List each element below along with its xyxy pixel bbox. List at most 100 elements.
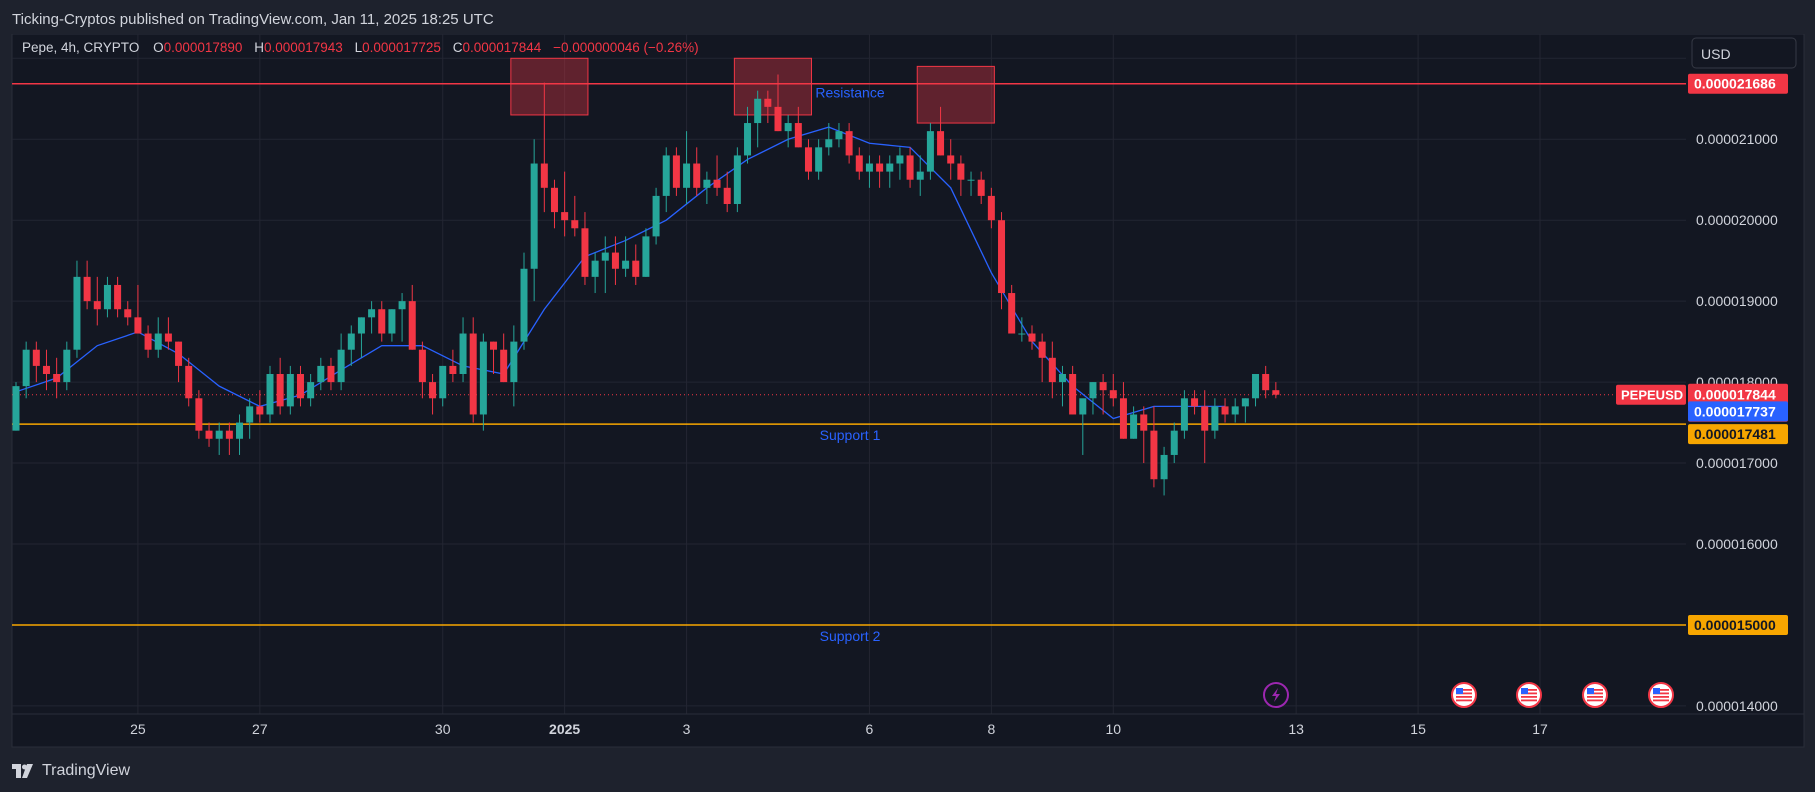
- candle: [1201, 390, 1209, 464]
- candle: [1119, 382, 1127, 439]
- candle: [1008, 284, 1016, 334]
- candle-body: [1150, 430, 1158, 480]
- candle-body: [368, 309, 376, 318]
- candle-body: [906, 155, 914, 180]
- time-tick-label: 27: [252, 721, 268, 737]
- candle-body: [957, 163, 965, 180]
- candle-body: [987, 195, 995, 221]
- support1-price-badge-bg: [1688, 424, 1788, 445]
- candle-body: [713, 179, 721, 188]
- candle-body: [1221, 406, 1229, 415]
- time-axis[interactable]: 25 27 30 2025 3 6 8 10 13 15 17: [12, 713, 1804, 737]
- candle: [22, 341, 30, 399]
- candle: [388, 309, 396, 342]
- legend-h-value: 0.000017943: [264, 40, 343, 55]
- candle-body: [398, 301, 406, 310]
- events[interactable]: [1263, 682, 1674, 708]
- legend-o-value: 0.000017890: [164, 40, 243, 55]
- us-flag-event-icon[interactable]: [1451, 682, 1477, 708]
- lightning-event-icon[interactable]: [1263, 682, 1289, 708]
- candle-body: [855, 155, 863, 172]
- candle-body: [794, 123, 802, 148]
- candle: [713, 155, 721, 196]
- candle: [540, 82, 548, 213]
- support1-price-badge[interactable]: 0.000017481: [1688, 424, 1788, 445]
- candle-body: [469, 333, 477, 415]
- candle: [825, 123, 833, 156]
- tradingview-logo[interactable]: TradingView: [12, 762, 130, 780]
- chart[interactable]: Resistance Support 1 Support 2 0.000014000…: [0, 34, 1815, 752]
- price-tick-label: 0.000017000: [1696, 455, 1778, 471]
- candle: [1079, 398, 1087, 455]
- candle-body: [388, 309, 396, 334]
- ma-price-badge[interactable]: 0.000017737: [1688, 401, 1788, 422]
- candle-body: [550, 187, 558, 213]
- currency-button[interactable]: USD: [1691, 37, 1797, 69]
- candle: [947, 139, 955, 180]
- time-tick-label: 6: [866, 721, 874, 737]
- price-tick-label: 0.000016000: [1696, 536, 1778, 552]
- candle: [571, 195, 579, 237]
- candle-body: [185, 365, 193, 399]
- candle: [652, 187, 660, 245]
- candle: [987, 187, 995, 229]
- candles: [12, 74, 1280, 496]
- currency-label: USD: [1701, 46, 1731, 62]
- candle: [266, 365, 274, 423]
- candle-body: [744, 123, 752, 156]
- candle-body: [12, 386, 20, 431]
- candle: [794, 106, 802, 148]
- candle-body: [1028, 333, 1036, 342]
- candle-body: [1180, 398, 1188, 431]
- support2-price-badge[interactable]: 0.000015000: [1688, 614, 1788, 635]
- us-flag-event-icon[interactable]: [1516, 682, 1542, 708]
- time-tick-label: 8: [987, 721, 995, 737]
- price-axis[interactable]: 0.000014000 0.000015000 0.000016000 0.00001…: [1616, 50, 1788, 714]
- candle: [754, 90, 762, 148]
- candle-body: [591, 260, 599, 277]
- resistance-price-badge-bg: [1688, 73, 1788, 94]
- candle-body: [865, 163, 873, 172]
- candle: [1028, 325, 1036, 350]
- candle: [1180, 390, 1188, 439]
- candle-body: [561, 212, 569, 221]
- candle: [175, 341, 183, 383]
- candle-body: [1211, 406, 1219, 431]
- candle-body: [998, 220, 1006, 294]
- candle: [93, 276, 101, 326]
- candle: [662, 147, 670, 213]
- candle: [286, 365, 294, 415]
- candle: [510, 325, 518, 407]
- candle-body: [307, 382, 315, 399]
- candle-body: [947, 155, 955, 164]
- levels: Resistance Support 1 Support 2: [12, 82, 1686, 644]
- candle: [215, 422, 223, 455]
- candle: [896, 147, 904, 180]
- candle: [32, 341, 40, 383]
- candle: [683, 131, 691, 204]
- candle-body: [83, 276, 91, 302]
- flag-stripe: [1521, 692, 1537, 695]
- time-tick-label: 3: [683, 721, 691, 737]
- support1-price-badge-text: 0.000017481: [1694, 426, 1776, 442]
- candle-body: [540, 163, 548, 188]
- candle: [327, 357, 335, 391]
- us-flag-event-icon[interactable]: [1582, 682, 1608, 708]
- candle: [164, 317, 172, 350]
- candle: [12, 382, 20, 431]
- flag-stripe: [1653, 689, 1669, 691]
- candle-body: [276, 374, 284, 407]
- us-flag-event-icon[interactable]: [1648, 682, 1674, 708]
- candle-body: [1048, 357, 1056, 383]
- candle-body: [53, 374, 61, 383]
- flag-stripe: [1653, 696, 1669, 698]
- time-tick-label: 25: [130, 721, 146, 737]
- resistance-price-badge[interactable]: 0.000021686: [1688, 73, 1788, 94]
- candle: [845, 123, 853, 164]
- candle-body: [266, 374, 274, 415]
- candle-body: [1160, 454, 1168, 480]
- candle-body: [347, 333, 355, 350]
- candle: [368, 301, 376, 334]
- candle-body: [93, 301, 101, 310]
- candle-body: [378, 309, 386, 334]
